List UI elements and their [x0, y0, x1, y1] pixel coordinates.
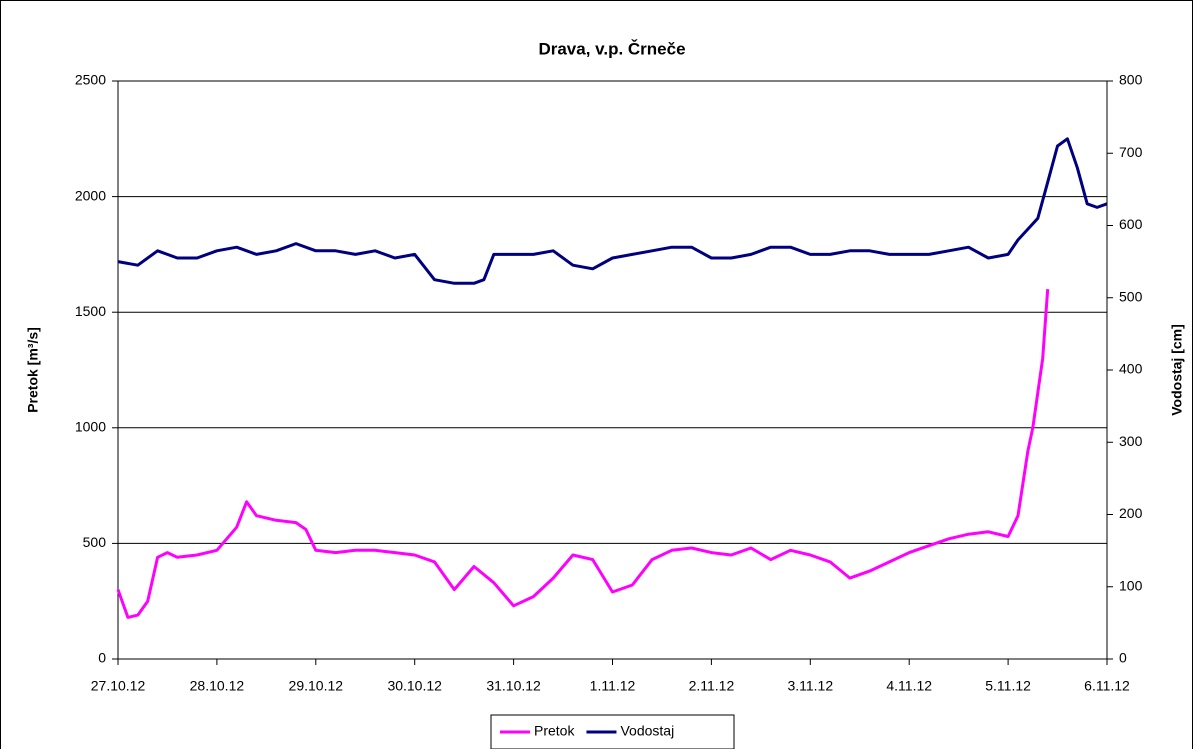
y-tick-label: 0 [98, 650, 106, 666]
y-tick-label: 2500 [75, 72, 106, 88]
y2-tick-label: 200 [1119, 505, 1143, 521]
y2-tick-label: 100 [1119, 577, 1143, 593]
x-tick-label: 3.11.12 [787, 678, 833, 694]
chart-title: Drava, v.p. Črneče [538, 39, 685, 58]
y-tick-label: 2000 [75, 187, 106, 203]
x-tick-label: 2.11.12 [689, 678, 735, 694]
y2-tick-label: 600 [1119, 216, 1143, 232]
y-tick-label: 1500 [75, 303, 106, 319]
x-tick-label: 29.10.12 [289, 678, 344, 694]
x-tick-label: 27.10.12 [91, 678, 146, 694]
y2-axis-label: Vodostaj [cm] [1169, 324, 1185, 416]
legend-label: Vodostaj [620, 723, 674, 739]
y2-tick-label: 300 [1119, 433, 1143, 449]
y2-tick-label: 700 [1119, 144, 1143, 160]
y2-tick-label: 800 [1119, 72, 1143, 88]
y2-tick-label: 0 [1119, 650, 1127, 666]
series-line [117, 137, 1108, 285]
x-tick-label: 30.10.12 [387, 678, 442, 694]
x-tick-label: 1.11.12 [590, 678, 636, 694]
series-line [116, 288, 1050, 619]
y-tick-label: 1000 [75, 419, 106, 435]
y2-tick-label: 400 [1119, 361, 1143, 377]
y2-tick-label: 500 [1119, 288, 1143, 304]
x-tick-label: 6.11.12 [1084, 678, 1130, 694]
legend-label: Pretok [534, 723, 575, 739]
x-tick-label: 28.10.12 [190, 678, 245, 694]
x-tick-label: 31.10.12 [486, 678, 541, 694]
y-tick-label: 500 [83, 534, 107, 550]
y-axis-label: Pretok [m³/s] [25, 327, 41, 413]
x-tick-label: 4.11.12 [886, 678, 932, 694]
x-tick-label: 5.11.12 [985, 678, 1031, 694]
